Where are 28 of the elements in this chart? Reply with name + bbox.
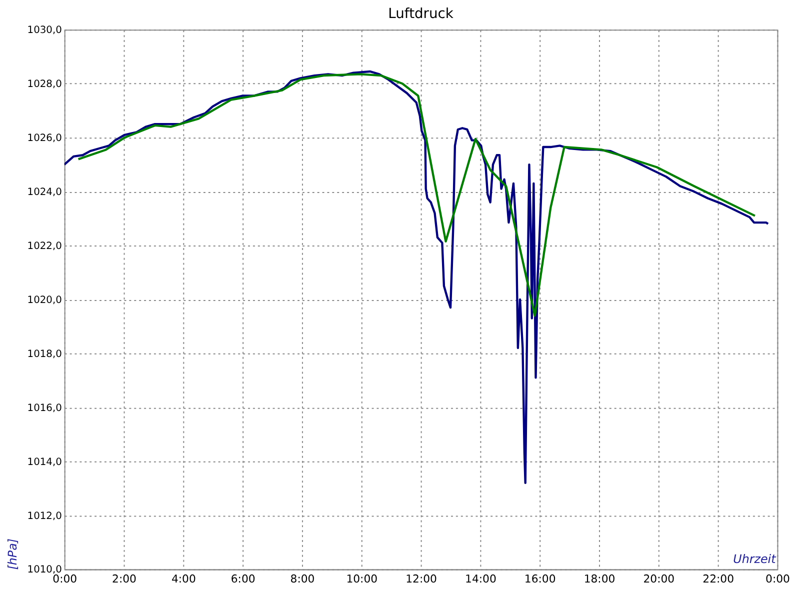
x-tick-label: 4:00	[171, 572, 196, 586]
y-tick-label: 1018,0	[27, 348, 62, 360]
y-axis-title: [hPa]	[5, 538, 20, 570]
x-tick-label: 0:00	[52, 572, 78, 586]
y-tick-label: 1012,0	[27, 510, 62, 522]
y-tick-label: 1016,0	[27, 402, 62, 414]
x-tick-label: 6:00	[230, 572, 256, 586]
x-tick-label: 22:00	[702, 572, 734, 586]
x-axis-title: Uhrzeit	[733, 552, 778, 566]
x-tick-label: 18:00	[584, 572, 616, 586]
x-tick-label: 20:00	[643, 572, 675, 586]
y-tick-label: 1026,0	[27, 133, 62, 144]
chart-title: Luftdruck	[388, 6, 454, 22]
x-tick-label: 10:00	[346, 572, 378, 586]
y-tick-label: 1024,0	[27, 187, 62, 198]
line-series	[64, 70, 770, 484]
x-tick-label: 14:00	[465, 572, 496, 586]
x-tick-label: 16:00	[524, 572, 556, 586]
y-tick-label: 1014,0	[27, 456, 62, 468]
y-tick-label: 1030,0	[27, 25, 62, 36]
line-series	[77, 73, 756, 317]
y-tick-label: 1022,0	[27, 240, 62, 252]
y-tick-label: 1028,0	[27, 79, 62, 90]
x-tick-label: 12:00	[406, 572, 438, 586]
x-tick-label: 2:00	[112, 572, 137, 586]
x-tick-label: 0:00	[766, 572, 790, 586]
x-tick-label: 8:00	[290, 572, 315, 586]
y-tick-label: 1020,0	[27, 294, 62, 306]
